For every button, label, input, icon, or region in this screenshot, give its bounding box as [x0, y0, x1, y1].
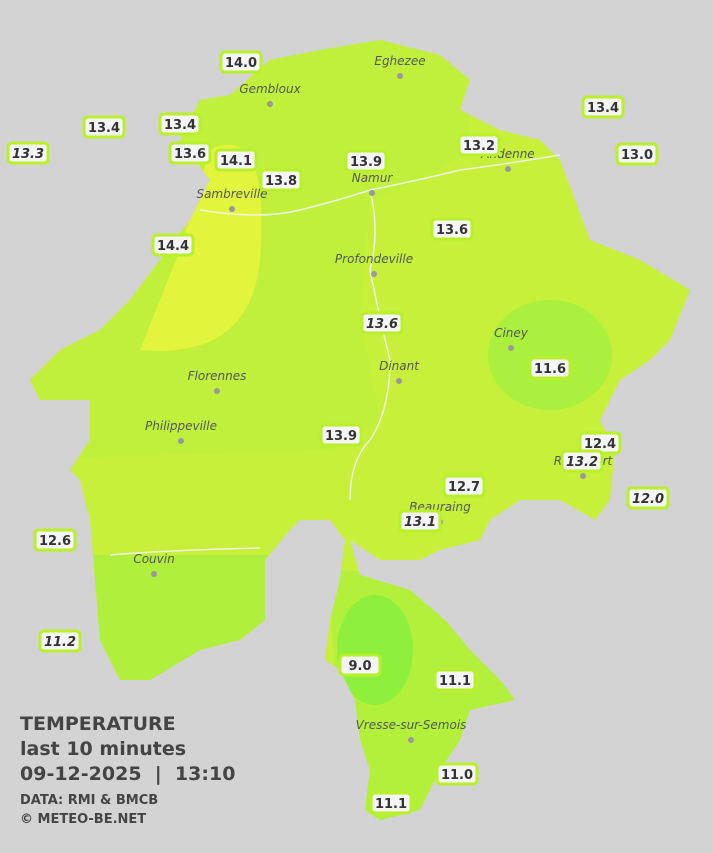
city-dot — [397, 73, 403, 79]
zone — [337, 595, 413, 705]
station-value: 12.4 — [584, 437, 616, 452]
station-box — [435, 762, 479, 786]
station-value: 11.1 — [375, 797, 407, 812]
city-name: Philippeville — [145, 419, 217, 433]
station-value: 13.2 — [566, 455, 598, 470]
station-box — [158, 112, 202, 136]
station-box — [82, 115, 126, 139]
station-value: 13.4 — [88, 121, 120, 136]
station-value: 13.4 — [164, 118, 196, 133]
city-dot — [151, 571, 157, 577]
station-box — [560, 449, 604, 473]
station-box — [338, 653, 382, 677]
city-dot — [580, 473, 586, 479]
city-name: Gembloux — [239, 82, 301, 96]
station-box — [33, 528, 77, 552]
city-name: Dinant — [379, 359, 420, 373]
station-value: 11.0 — [441, 768, 473, 783]
zone — [30, 555, 300, 700]
station-box — [442, 474, 486, 498]
city-dot — [371, 271, 377, 277]
station-box — [398, 509, 442, 533]
zone — [140, 144, 262, 351]
station-value: 14.1 — [220, 154, 252, 169]
city-name: Ciney — [494, 326, 529, 340]
river — [109, 547, 261, 556]
station-box — [344, 149, 388, 173]
station-value: 12.0 — [632, 492, 664, 507]
city-dot — [267, 101, 273, 107]
city-name: Vresse-sur-Semois — [356, 718, 467, 732]
zone — [488, 300, 612, 410]
city-name: Sambreville — [196, 187, 267, 201]
station-box — [6, 141, 50, 165]
station-box — [528, 356, 572, 380]
legend-title: TEMPERATURE — [20, 713, 176, 735]
station-box — [360, 311, 404, 335]
city-name: Namur — [352, 171, 394, 185]
city-dot — [229, 206, 235, 212]
city-dot — [178, 438, 184, 444]
station-box — [259, 168, 303, 192]
station-box — [214, 148, 258, 172]
station-value: 13.2 — [463, 139, 495, 154]
station-box — [433, 668, 477, 692]
station-box — [319, 423, 363, 447]
station-box — [626, 486, 670, 510]
station-box — [151, 233, 195, 257]
station-value: 11.2 — [44, 635, 76, 650]
station-value: 13.6 — [436, 223, 468, 238]
legend-copyright: © METEO-BE.NET — [20, 812, 146, 827]
station-box — [581, 95, 625, 119]
city-dot — [508, 345, 514, 351]
station-value: 13.4 — [587, 101, 619, 116]
station-value: 13.0 — [621, 148, 653, 163]
station-value: 13.8 — [265, 174, 297, 189]
river — [349, 189, 391, 501]
legend-datetime: 09-12-2025 | 13:10 — [20, 763, 235, 785]
station-value: 13.1 — [404, 515, 436, 530]
city-name: Florennes — [188, 369, 247, 383]
station-value: 11.6 — [534, 362, 566, 377]
station-box — [430, 217, 474, 241]
stations: 14.0 13.4 13.4 13.4 13.3 13.6 14.1 13.2 13.0 13.9… — [6, 50, 670, 815]
station-value: 13.9 — [350, 155, 382, 170]
station-value: 14.4 — [157, 239, 189, 254]
station-box — [219, 50, 263, 74]
station-value: 13.6 — [366, 317, 398, 332]
city-dot — [369, 190, 375, 196]
city-dot — [396, 378, 402, 384]
rivers — [109, 154, 561, 556]
station-value: 9.0 — [348, 659, 371, 674]
station-value: 12.7 — [448, 480, 480, 495]
station-box — [457, 133, 501, 157]
station-box — [615, 142, 659, 166]
station-box — [369, 791, 413, 815]
station-value: 14.0 — [225, 56, 257, 71]
station-box — [168, 141, 212, 165]
station-box — [38, 629, 82, 653]
station-value: 13.3 — [12, 147, 44, 162]
station-value: 12.6 — [39, 534, 71, 549]
city-name: Profondeville — [335, 252, 413, 266]
station-value: 11.1 — [439, 674, 471, 689]
legend: TEMPERATURE last 10 minutes 09-12-2025 |… — [20, 713, 235, 827]
city-name: Couvin — [133, 552, 174, 566]
station-value: 13.9 — [325, 429, 357, 444]
legend-source: DATA: RMI & BMCB — [20, 793, 158, 808]
city-dot — [408, 737, 414, 743]
city-dot — [214, 388, 220, 394]
legend-period: last 10 minutes — [20, 738, 186, 760]
city-dot — [505, 166, 511, 172]
city-name: Eghezee — [374, 54, 425, 68]
station-value: 13.6 — [174, 147, 206, 162]
